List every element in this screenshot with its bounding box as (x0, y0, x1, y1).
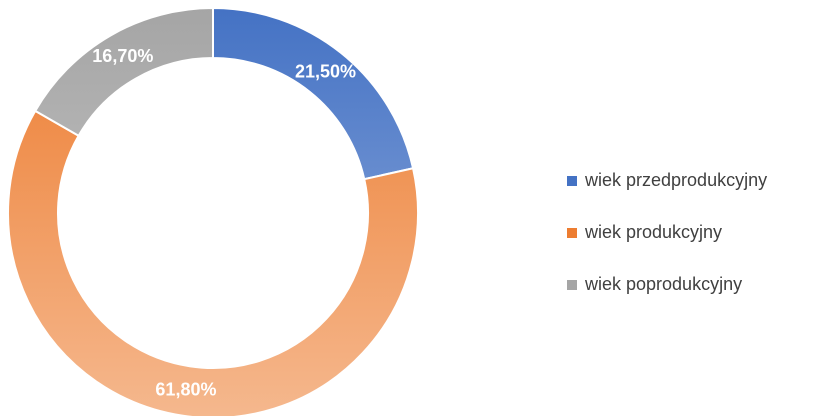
donut-slice (212, 6, 415, 181)
legend-label: wiek produkcyjny (584, 222, 722, 242)
legend-label: wiek przedprodukcyjny (584, 170, 767, 190)
legend-swatch (567, 228, 577, 238)
data-label: 61,80% (155, 380, 216, 400)
legend-label: wiek poprodukcyjny (584, 274, 742, 294)
legend-swatch (567, 280, 577, 290)
data-label: 16,70% (92, 46, 153, 66)
donut-slice (33, 6, 214, 138)
donut-slice (7, 109, 419, 416)
legend-swatch (567, 176, 577, 186)
data-label: 21,50% (295, 61, 356, 81)
